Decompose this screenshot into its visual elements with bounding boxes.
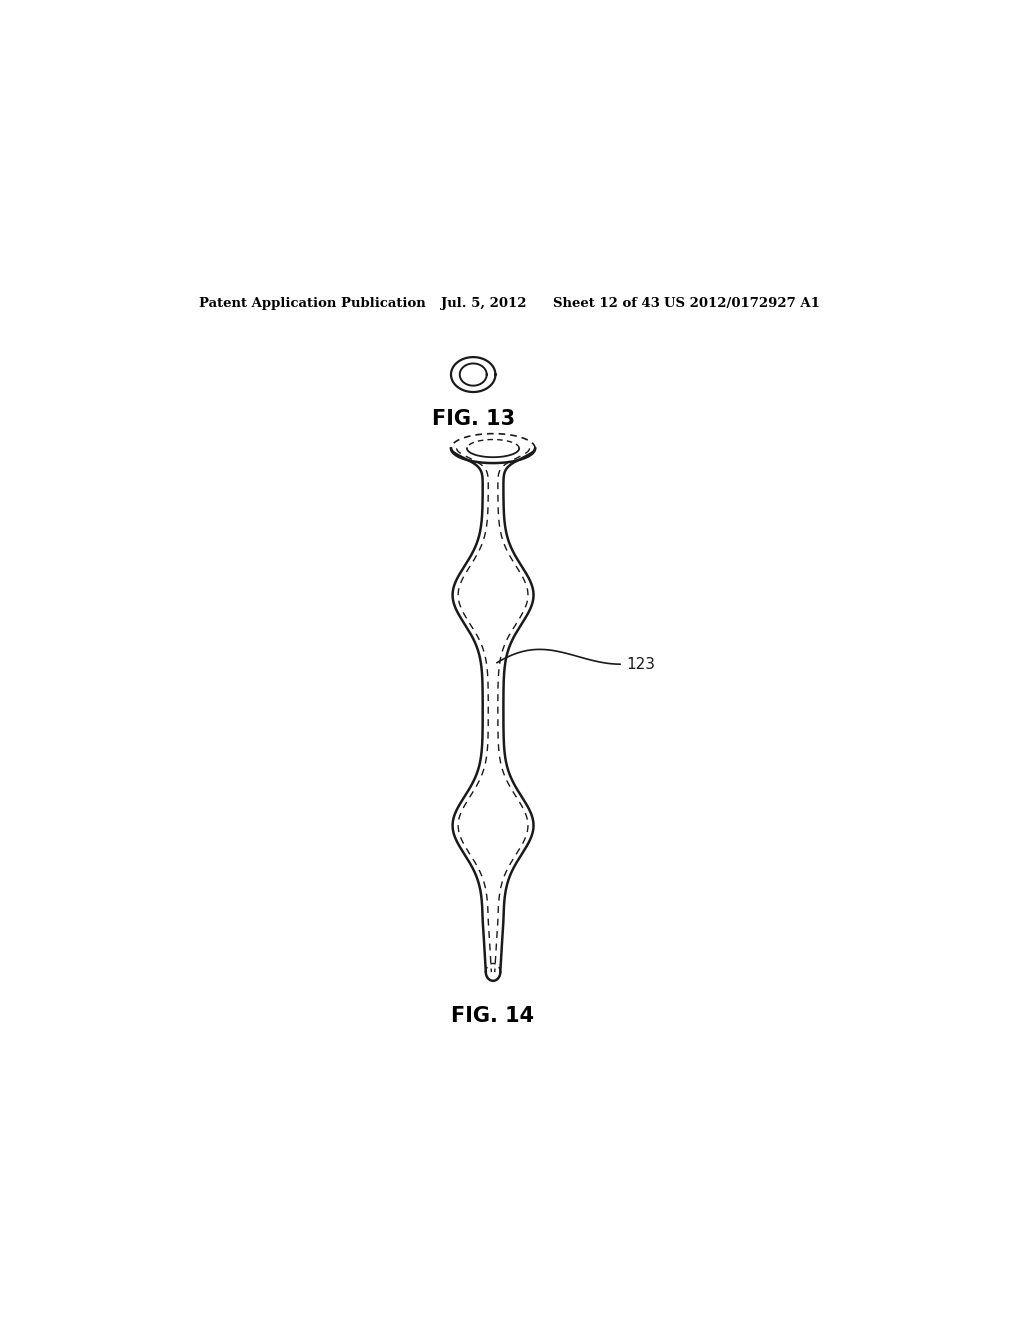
Text: Patent Application Publication: Patent Application Publication [200,297,426,310]
Text: Sheet 12 of 43: Sheet 12 of 43 [553,297,659,310]
Text: FIG. 14: FIG. 14 [452,1006,535,1026]
Text: US 2012/0172927 A1: US 2012/0172927 A1 [664,297,819,310]
Text: Jul. 5, 2012: Jul. 5, 2012 [441,297,527,310]
Text: FIG. 13: FIG. 13 [432,409,515,429]
Text: 123: 123 [627,657,655,672]
